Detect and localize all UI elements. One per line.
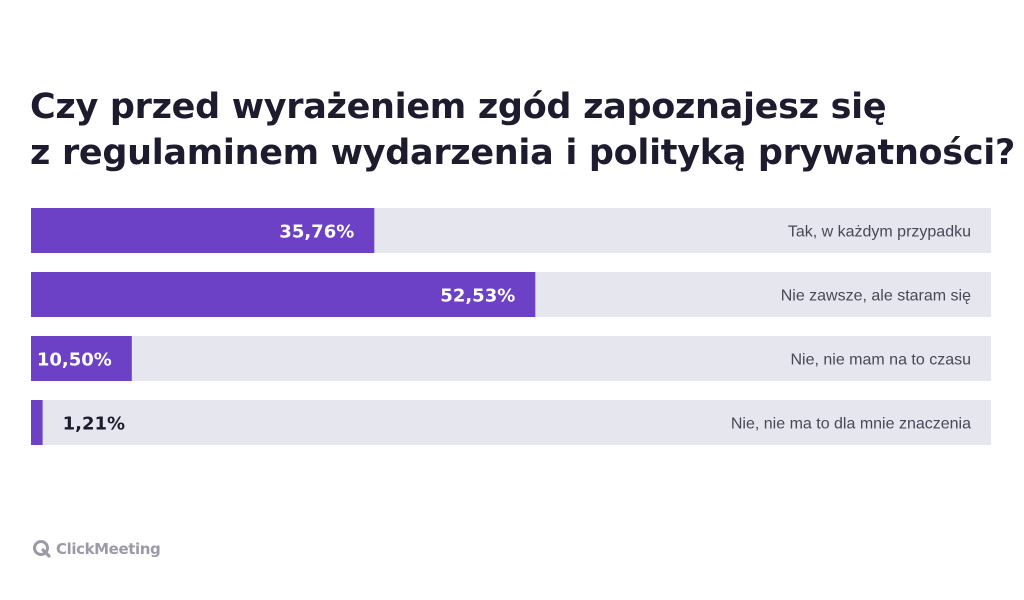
category-label: Nie zawsze, ale staram się (781, 288, 971, 305)
title-line-2: z regulaminem wydarzenia i polityką pryw… (30, 133, 1015, 173)
value-label: 52,53% (440, 286, 515, 307)
clickmeeting-logo: ClickMeeting (32, 537, 161, 561)
bar-track (31, 336, 991, 381)
category-label: Nie, nie ma to dla mnie znaczenia (731, 416, 971, 433)
bar-chart: 35,76% Tak, w każdym przypadku 52,53% Nie z… (31, 208, 991, 445)
value-label: 10,50% (37, 350, 112, 371)
bar (31, 336, 132, 381)
value-label: 1,21% (63, 414, 125, 435)
bar-track (31, 400, 991, 445)
category-label: Tak, w każdym przypadku (788, 224, 971, 241)
title-line-1: Czy przed wyrażeniem zgód zapoznajesz si… (30, 87, 887, 127)
category-label: Nie, nie mam na to czasu (790, 352, 971, 369)
clickmeeting-q-icon (33, 540, 51, 558)
bar (31, 400, 43, 445)
bar (31, 272, 536, 317)
value-label: 35,76% (279, 222, 354, 243)
logo-text: ClickMeeting (56, 540, 161, 558)
chart-title: Czy przed wyrażeniem zgód zapoznajesz si… (30, 84, 1015, 176)
bar (31, 208, 375, 253)
